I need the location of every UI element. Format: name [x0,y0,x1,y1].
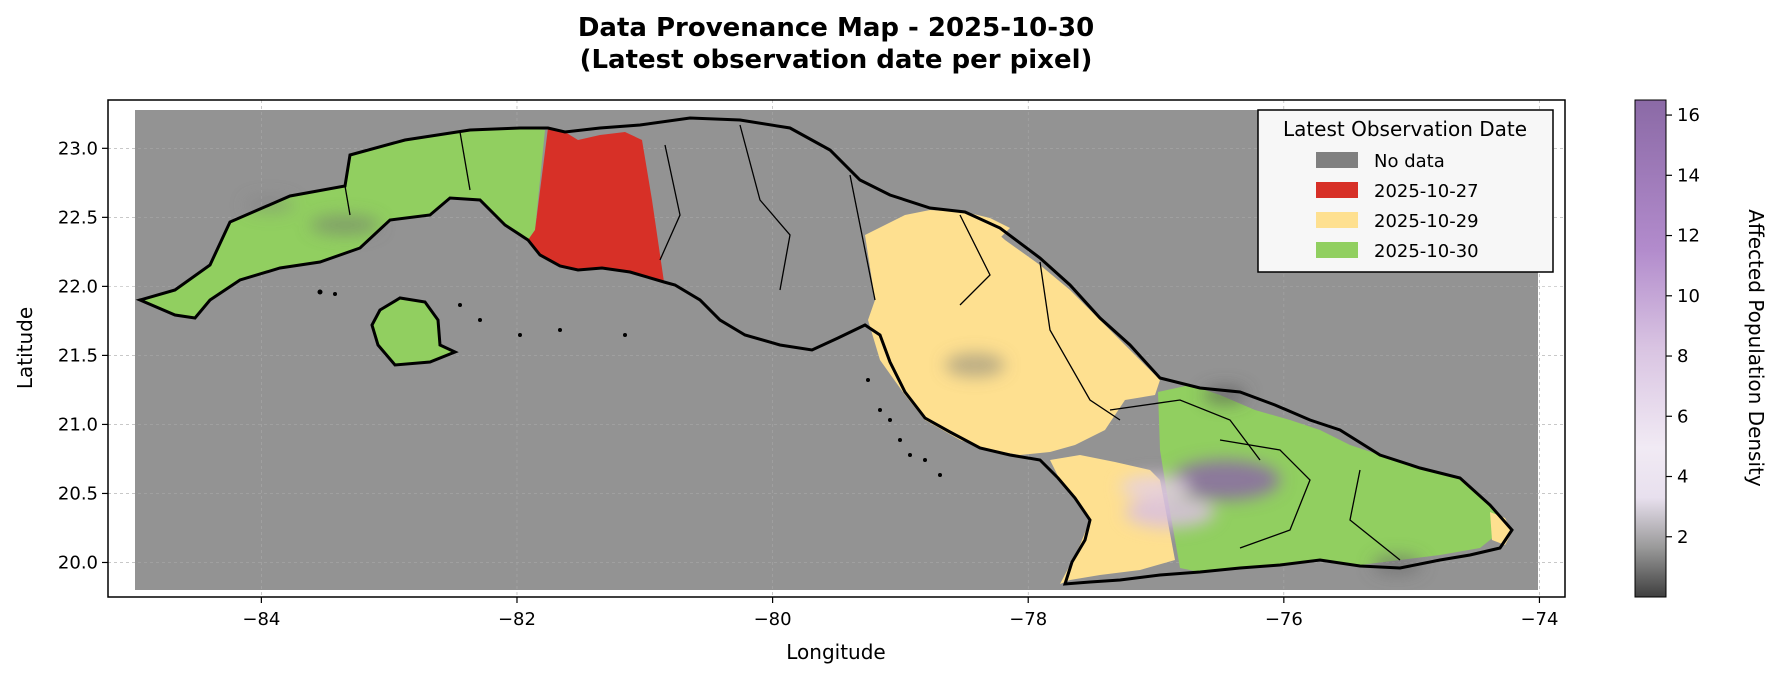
legend-swatch [1316,152,1358,168]
x-tick-label: −84 [242,609,280,630]
chart-title-line2: (Latest observation date per pixel) [580,45,1093,75]
colorbar-tick-label: 2 [1677,527,1688,548]
legend: Latest Observation Date No data 2025-10-2… [1257,109,1554,273]
province-boundaries [344,124,1401,561]
y-axis-ticks: 20.0 20.5 21.0 21.5 22.0 22.5 23.0 [58,138,108,573]
keys-and-cays [317,289,942,477]
colorbar-tick-label: 14 [1677,165,1700,186]
legend-label: 2025-10-27 [1374,181,1479,202]
y-tick-label: 21.0 [58,414,98,435]
colorbar-gradient [1634,99,1667,598]
swath-2025-10-29-north-cays [940,210,1010,238]
colorbar-ticks: 2 4 6 8 10 12 14 16 [1666,105,1700,548]
x-tick-label: −76 [1265,609,1303,630]
axes-frame [107,99,1566,598]
legend-label: No data [1374,151,1445,172]
swath-2025-10-30-east [1158,385,1505,572]
swath-2025-10-27 [528,128,664,282]
y-tick-label: 22.0 [58,276,98,297]
colorbar-tick-label: 8 [1677,346,1688,367]
colorbar-tick-label: 16 [1677,105,1700,126]
x-axis-label: Longitude [786,640,885,664]
legend-label: 2025-10-29 [1374,211,1479,232]
legend-swatch [1316,212,1358,228]
y-tick-label: 23.0 [58,138,98,159]
colorbar-tick-label: 4 [1677,467,1688,488]
legend-title: Latest Observation Date [1283,117,1527,141]
colorbar: 2 4 6 8 10 12 14 16 Affected Population Density [1634,99,1768,598]
colorbar-tick-label: 12 [1677,226,1700,247]
x-axis-ticks: −84 −82 −80 −78 −76 −74 [242,597,1558,630]
colorbar-label: Affected Population Density [1744,209,1768,487]
y-tick-label: 20.0 [58,552,98,573]
legend-swatch [1316,182,1358,198]
y-axis-label: Latitude [13,307,37,389]
island-outline [370,296,459,367]
y-tick-label: 20.5 [58,483,98,504]
y-tick-label: 21.5 [58,345,98,366]
x-tick-label: −74 [1520,609,1558,630]
legend-swatch [1316,242,1358,258]
x-tick-label: −78 [1009,609,1047,630]
coastline-outline [135,116,1514,586]
legend-items: No data 2025-10-27 2025-10-29 2025-10-30 [1316,151,1479,262]
population-density-overlay [245,197,1422,575]
x-tick-label: −82 [498,609,536,630]
legend-box [1257,109,1554,273]
chart-title-line1: Data Provenance Map - 2025-10-30 [578,13,1094,43]
y-tick-label: 22.5 [58,207,98,228]
colorbar-tick-label: 6 [1677,406,1688,427]
island-isla-de-la-juventud [372,298,455,365]
x-tick-label: −80 [754,609,792,630]
colorbar-tick-label: 10 [1677,286,1700,307]
legend-label: 2025-10-30 [1374,241,1479,262]
